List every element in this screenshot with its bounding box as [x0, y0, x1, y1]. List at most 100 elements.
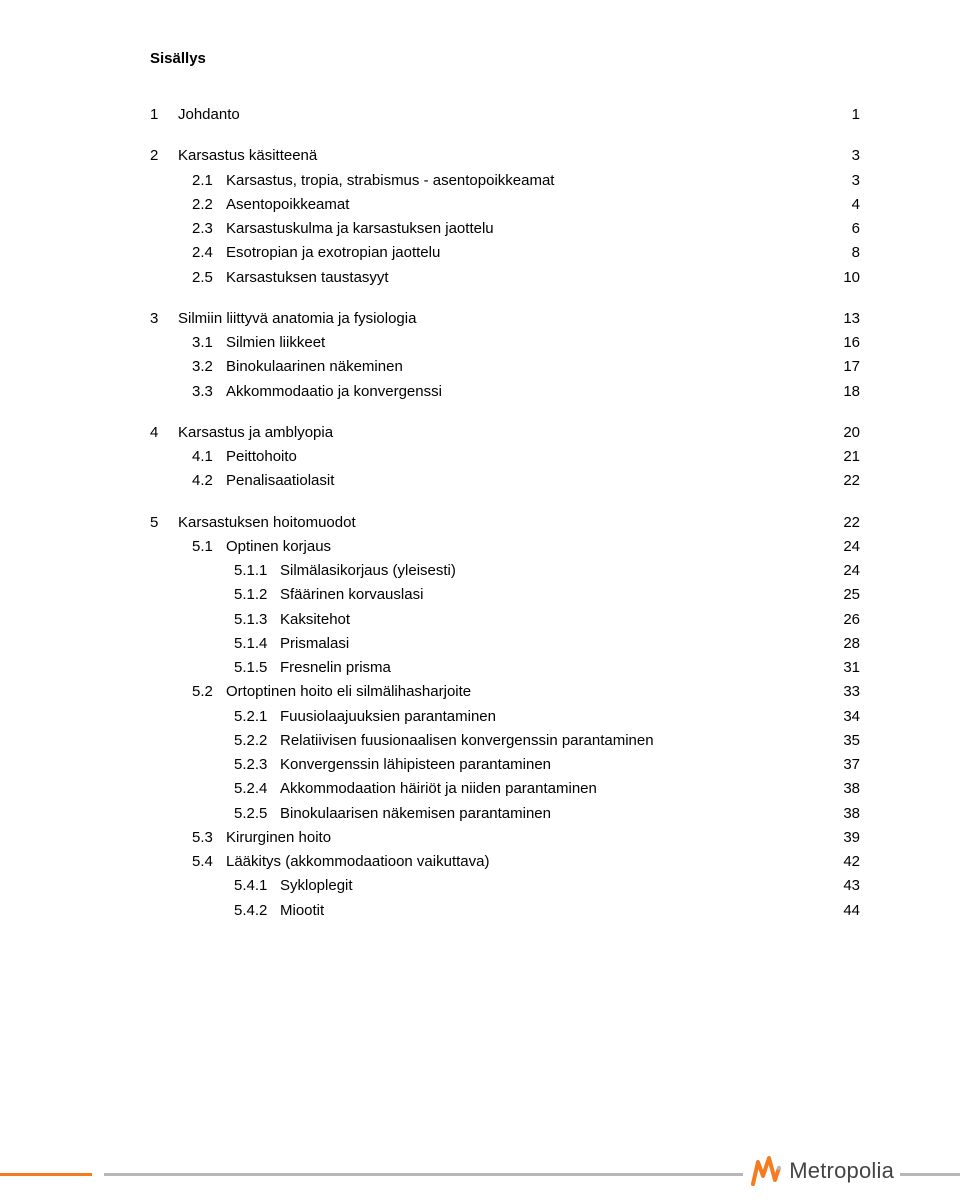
toc-entry-text: Silmiin liittyvä anatomia ja fysiologia	[178, 307, 416, 330]
footer-rule-gap	[92, 1173, 104, 1176]
toc-row: 5Karsastuksen hoitomuodot22	[150, 511, 860, 534]
toc-entry-number: 3.3	[192, 380, 226, 403]
toc-entry-label: 5.2.5Binokulaarisen näkemisen parantamin…	[150, 802, 551, 825]
toc-entry-page: 16	[843, 331, 860, 354]
document-title: Sisällys	[150, 50, 860, 67]
toc-entry-page: 22	[843, 469, 860, 492]
toc-entry-text: Karsastus ja amblyopia	[178, 421, 333, 444]
toc-entry-label: 5.1.5Fresnelin prisma	[150, 656, 391, 679]
toc-entry-number: 5.1.5	[234, 656, 280, 679]
toc-entry-text: Binokulaarisen näkemisen parantaminen	[280, 802, 551, 825]
toc-entry-number: 3.2	[192, 355, 226, 378]
toc-entry-text: Optinen korjaus	[226, 535, 331, 558]
toc-entry-label: 5.1.2Sfäärinen korvauslasi	[150, 583, 423, 606]
toc-row: 4.2Penalisaatiolasit 22	[150, 469, 860, 492]
toc-row: 4.1Peittohoito21	[150, 445, 860, 468]
toc-entry-number: 5.1.3	[234, 608, 280, 631]
toc-entry-text: Relatiivisen fuusionaalisen konvergenssi…	[280, 729, 654, 752]
toc-entry-text: Lääkitys (akkommodaatioon vaikuttava)	[226, 850, 489, 873]
toc-row: 1Johdanto1	[150, 103, 860, 126]
footer-rule-accent	[0, 1173, 92, 1176]
toc-entry-label: 5.1.3Kaksitehot	[150, 608, 350, 631]
toc-entry-number: 5	[150, 511, 178, 534]
toc-row: 5.1.2Sfäärinen korvauslasi 25	[150, 583, 860, 606]
toc-entry-page: 17	[843, 355, 860, 378]
toc-entry-label: 5.2.4Akkommodaation häiriöt ja niiden pa…	[150, 777, 597, 800]
toc-entry-label: 4.1Peittohoito	[150, 445, 297, 468]
toc-entry-text: Karsastus, tropia, strabismus - asentopo…	[226, 169, 554, 192]
toc-entry-page: 6	[852, 217, 860, 240]
toc-entry-page: 3	[852, 144, 860, 167]
toc-row: 2.3Karsastuskulma ja karsastuksen jaotte…	[150, 217, 860, 240]
logo-mark-icon	[749, 1154, 783, 1188]
toc-entry-page: 13	[843, 307, 860, 330]
toc-entry-label: 5.2Ortoptinen hoito eli silmälihasharjoi…	[150, 680, 471, 703]
toc-entry-text: Sykloplegit	[280, 874, 353, 897]
page-content: Sisällys 1Johdanto1 2Karsastus käsitteenä…	[0, 0, 960, 1013]
toc-entry-number: 5.4.2	[234, 899, 280, 922]
toc-entry-page: 37	[843, 753, 860, 776]
toc-entry-label: 2.3Karsastuskulma ja karsastuksen jaotte…	[150, 217, 494, 240]
toc-entry-page: 25	[843, 583, 860, 606]
toc-entry-label: 2.1Karsastus, tropia, strabismus - asent…	[150, 169, 554, 192]
toc-entry-label: 5.1Optinen korjaus	[150, 535, 331, 558]
toc-entry-page: 26	[843, 608, 860, 631]
toc-entry-number: 5.4	[192, 850, 226, 873]
toc-entry-text: Asentopoikkeamat	[226, 193, 349, 216]
toc-entry-text: Penalisaatiolasit	[226, 469, 334, 492]
toc-entry-page: 1	[852, 103, 860, 126]
toc-entry-text: Silmien liikkeet	[226, 331, 325, 354]
toc-row: 2Karsastus käsitteenä3	[150, 144, 860, 167]
toc-entry-number: 2	[150, 144, 178, 167]
toc-row: 5.2Ortoptinen hoito eli silmälihasharjoi…	[150, 680, 860, 703]
toc-entry-text: Peittohoito	[226, 445, 297, 468]
toc-entry-label: 2.2Asentopoikkeamat	[150, 193, 349, 216]
toc-entry-number: 3	[150, 307, 178, 330]
toc-entry-number: 3.1	[192, 331, 226, 354]
toc-entry-text: Karsastuksen hoitomuodot	[178, 511, 356, 534]
table-of-contents: 1Johdanto1 2Karsastus käsitteenä32.1Karsa…	[150, 103, 860, 922]
toc-entry-label: 4.2Penalisaatiolasit	[150, 469, 334, 492]
toc-entry-text: Konvergenssin lähipisteen parantaminen	[280, 753, 551, 776]
toc-entry-label: 5.1.4Prismalasi	[150, 632, 349, 655]
toc-entry-text: Miootit	[280, 899, 324, 922]
toc-entry-page: 28	[843, 632, 860, 655]
toc-row: 5.1.1Silmälasikorjaus (yleisesti)24	[150, 559, 860, 582]
toc-entry-number: 5.2.4	[234, 777, 280, 800]
toc-entry-page: 34	[843, 705, 860, 728]
toc-entry-text: Binokulaarinen näkeminen	[226, 355, 403, 378]
toc-entry-label: 5.2.1Fuusiolaajuuksien parantaminen	[150, 705, 496, 728]
toc-entry-page: 24	[843, 559, 860, 582]
footer: Metropolia	[0, 1122, 960, 1202]
toc-entry-label: 5.2.3Konvergenssin lähipisteen parantami…	[150, 753, 551, 776]
toc-row: 2.5Karsastuksen taustasyyt10	[150, 266, 860, 289]
toc-entry-page: 42	[843, 850, 860, 873]
toc-entry-text: Fuusiolaajuuksien parantaminen	[280, 705, 496, 728]
toc-row: 5.2.5Binokulaarisen näkemisen parantamin…	[150, 802, 860, 825]
toc-entry-number: 2.3	[192, 217, 226, 240]
toc-entry-number: 5.3	[192, 826, 226, 849]
toc-entry-text: Akkommodaatio ja konvergenssi	[226, 380, 442, 403]
toc-entry-label: 5Karsastuksen hoitomuodot	[150, 511, 356, 534]
toc-entry-number: 5.1	[192, 535, 226, 558]
toc-entry-page: 35	[843, 729, 860, 752]
toc-row: 3Silmiin liittyvä anatomia ja fysiologia…	[150, 307, 860, 330]
toc-entry-page: 43	[843, 874, 860, 897]
toc-entry-text: Kirurginen hoito	[226, 826, 331, 849]
toc-row: 3.2Binokulaarinen näkeminen 17	[150, 355, 860, 378]
toc-entry-page: 31	[843, 656, 860, 679]
toc-entry-number: 1	[150, 103, 178, 126]
toc-entry-label: 5.4.2Miootit	[150, 899, 324, 922]
toc-entry-number: 5.2	[192, 680, 226, 703]
toc-row: 3.3Akkommodaatio ja konvergenssi18	[150, 380, 860, 403]
toc-row: 5.4Lääkitys (akkommodaatioon vaikuttava)…	[150, 850, 860, 873]
toc-entry-page: 24	[843, 535, 860, 558]
toc-row: 5.4.1Sykloplegit43	[150, 874, 860, 897]
toc-entry-page: 20	[843, 421, 860, 444]
toc-entry-text: Akkommodaation häiriöt ja niiden paranta…	[280, 777, 597, 800]
toc-entry-label: 3.3Akkommodaatio ja konvergenssi	[150, 380, 442, 403]
toc-row: 5.1Optinen korjaus 24	[150, 535, 860, 558]
toc-row: 3.1Silmien liikkeet 16	[150, 331, 860, 354]
toc-row: 5.1.4Prismalasi 28	[150, 632, 860, 655]
toc-entry-label: 5.2.2Relatiivisen fuusionaalisen konverg…	[150, 729, 654, 752]
